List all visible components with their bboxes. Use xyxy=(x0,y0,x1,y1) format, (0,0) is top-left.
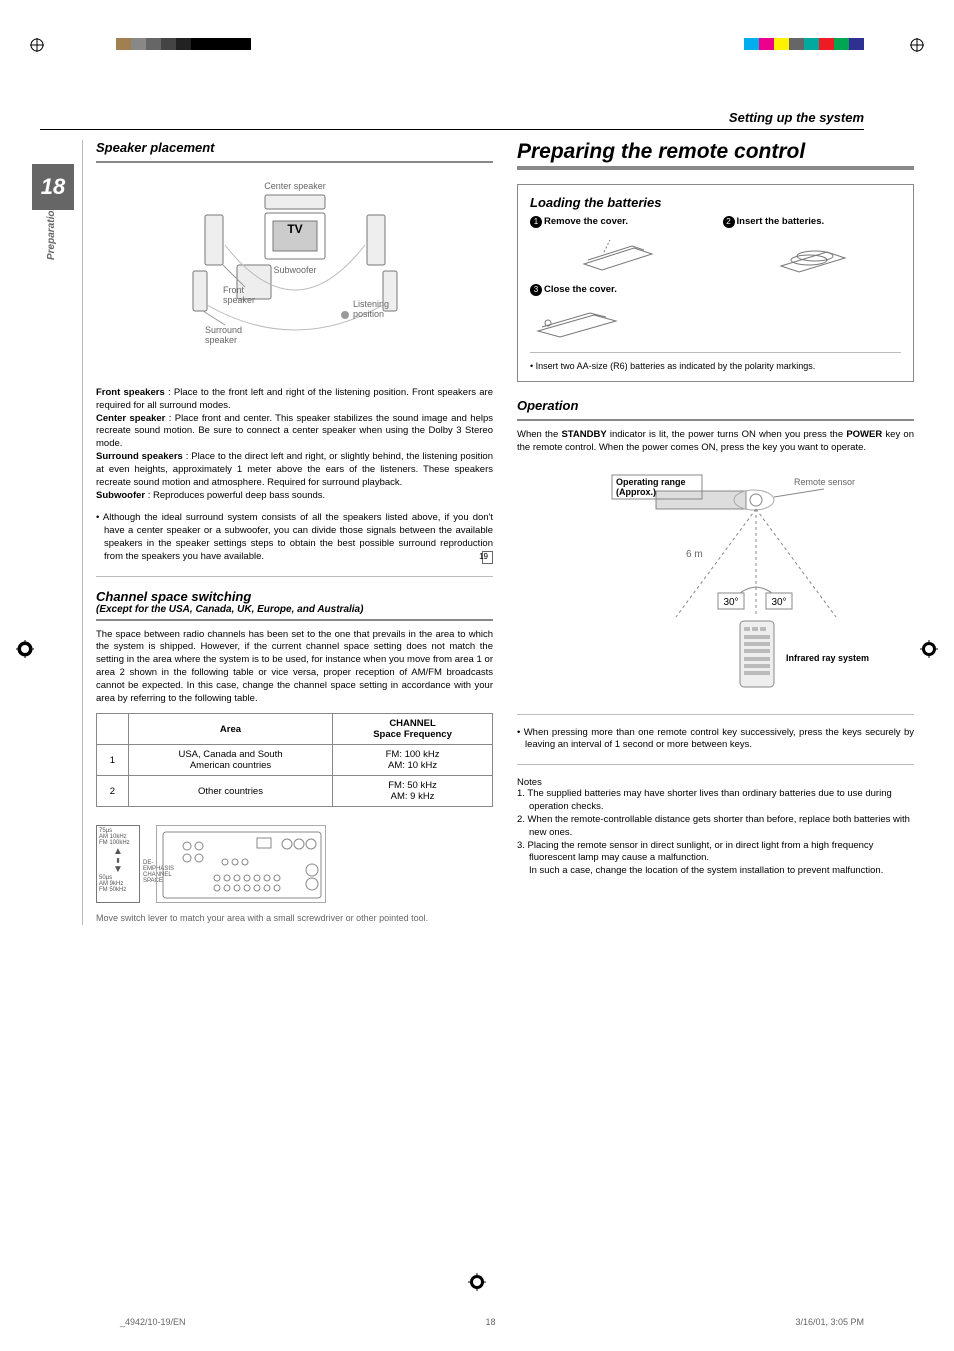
notes-list: 1. The supplied batteries may have short… xyxy=(517,788,914,878)
footer-center: 18 xyxy=(486,1317,496,1327)
operation-para: When the STANDBY indicator is lit, the p… xyxy=(517,429,914,455)
remove-cover-icon xyxy=(530,228,709,278)
registration-mark-icon xyxy=(910,38,924,52)
svg-text:Front: Front xyxy=(223,285,245,295)
switch-diagram: 75µs AM 10kHz FM 100kHz ▲ ▮ ▼ 50µs AM 9k… xyxy=(96,825,493,903)
svg-text:Remote sensor: Remote sensor xyxy=(794,477,855,487)
registration-mark-icon xyxy=(920,640,938,658)
center-speaker-desc: Center speaker : Place front and center.… xyxy=(96,413,493,451)
svg-text:Subwoofer: Subwoofer xyxy=(273,265,316,275)
loading-batteries-box: Loading the batteries 1Remove the cover.… xyxy=(517,184,914,382)
channel-space-para: The space between radio channels has bee… xyxy=(96,629,493,706)
svg-text:Surround: Surround xyxy=(205,325,242,335)
operation-bullet: • When pressing more than one remote con… xyxy=(517,727,914,753)
speaker-bullet: • Although the ideal surround system con… xyxy=(96,512,493,563)
svg-text:30°: 30° xyxy=(771,597,786,608)
footer-right: 3/16/01, 3:05 PM xyxy=(795,1317,864,1327)
svg-text:Center speaker: Center speaker xyxy=(264,181,326,191)
registration-mark-icon xyxy=(468,1273,486,1291)
svg-text:6 m: 6 m xyxy=(686,549,703,560)
svg-text:30°: 30° xyxy=(723,597,738,608)
subwoofer-desc: Subwoofer : Reproduces powerful deep bas… xyxy=(96,490,493,503)
operation-title: Operation xyxy=(517,398,914,413)
svg-text:Operating range: Operating range xyxy=(616,477,686,487)
registration-mark-icon xyxy=(30,38,44,52)
svg-text:Listening: Listening xyxy=(353,299,389,309)
close-cover-icon xyxy=(530,296,901,346)
svg-text:position: position xyxy=(353,309,384,319)
channel-space-subtitle: (Except for the USA, Canada, UK, Europe,… xyxy=(96,604,493,615)
battery-note: • Insert two AA-size (R6) batteries as i… xyxy=(530,361,901,371)
channel-space-table: AreaCHANNEL Space Frequency 1USA, Canada… xyxy=(96,713,493,807)
step2-label: Insert the batteries. xyxy=(737,216,825,227)
notes-heading: Notes xyxy=(517,777,914,788)
registration-mark-icon xyxy=(16,640,34,658)
step1-label: Remove the cover. xyxy=(544,216,628,227)
footer-left: _4942/10-19/EN xyxy=(120,1317,186,1327)
step3-label: Close the cover. xyxy=(544,284,617,295)
section-header: Setting up the system xyxy=(40,50,914,129)
svg-text:(Approx.): (Approx.) xyxy=(616,487,656,497)
pcb-icon xyxy=(157,826,327,904)
speaker-placement-title: Speaker placement xyxy=(96,140,493,155)
front-speakers-desc: Front speakers : Place to the front left… xyxy=(96,387,493,413)
preparing-remote-title: Preparing the remote control xyxy=(517,140,914,164)
surround-speakers-desc: Surround speakers : Place to the direct … xyxy=(96,451,493,489)
speaker-placement-diagram: Center speaker TV Subwoofer Front speake… xyxy=(96,171,493,387)
svg-text:speaker: speaker xyxy=(223,295,255,305)
loading-batteries-title: Loading the batteries xyxy=(530,195,901,210)
switch-caption: Move switch lever to match your area wit… xyxy=(96,913,493,925)
operating-range-diagram: Remote sensor Operating range (Approx.) … xyxy=(517,467,914,702)
channel-space-title: Channel space switching xyxy=(96,589,493,604)
svg-text:TV: TV xyxy=(287,222,302,236)
svg-text:Infrared ray system: Infrared ray system xyxy=(786,653,869,663)
insert-batteries-icon xyxy=(723,228,902,278)
page-footer: _4942/10-19/EN 18 3/16/01, 3:05 PM xyxy=(0,1317,954,1327)
page-ref-19: 19 xyxy=(482,551,493,564)
top-color-bars xyxy=(40,20,914,50)
svg-text:speaker: speaker xyxy=(205,335,237,345)
